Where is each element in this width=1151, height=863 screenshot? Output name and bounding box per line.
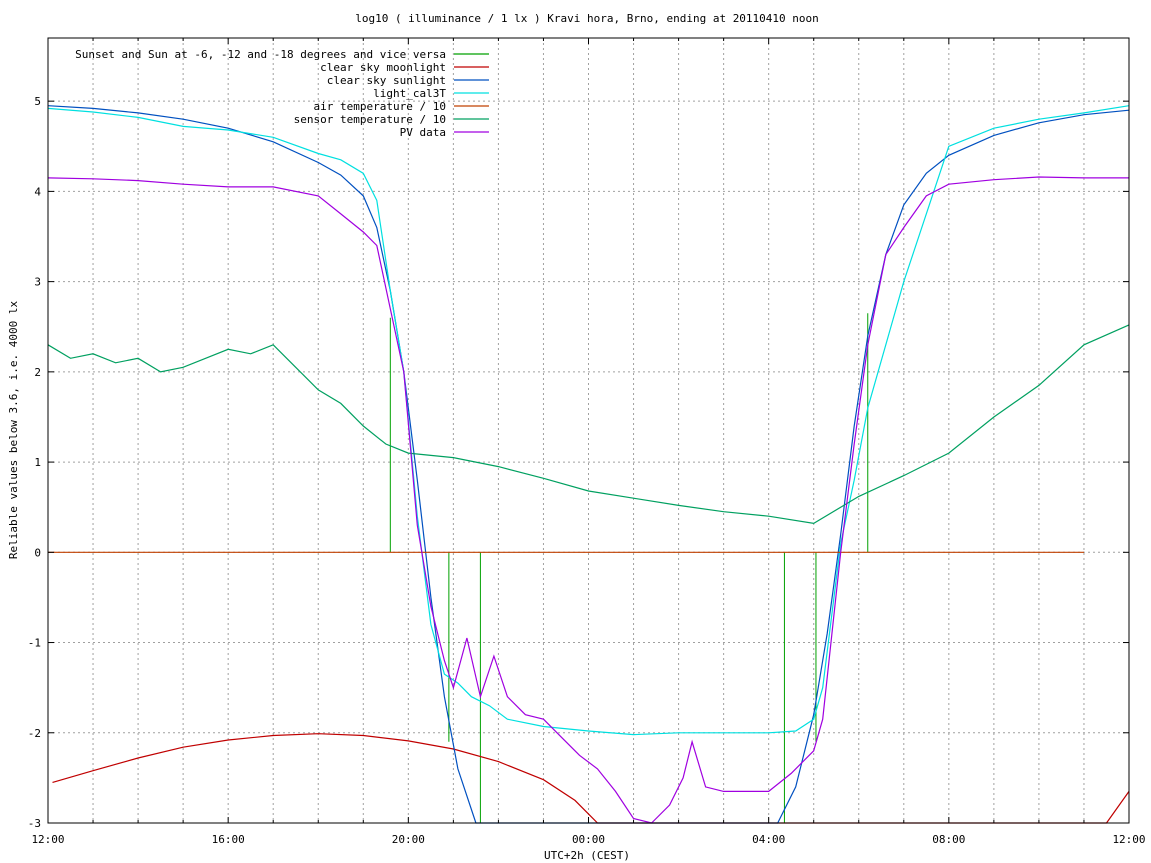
series-line-2 bbox=[47, 105, 1130, 824]
x-tick-label: 00:00 bbox=[572, 833, 605, 846]
tick-layer: 12:00 16:00 20:00 00:00 04:00 08:00 12:00 5 4 3 2 1… bbox=[28, 38, 1146, 846]
legend: Sunset and Sun at -6, -12 and -18 degree… bbox=[75, 48, 489, 139]
legend-label: air temperature / 10 bbox=[314, 100, 446, 113]
y-tick-label: 5 bbox=[34, 95, 41, 108]
y-tick-label: 1 bbox=[34, 456, 41, 469]
series-layer bbox=[47, 105, 1130, 824]
legend-label: PV data bbox=[400, 126, 446, 139]
legend-label: sensor temperature / 10 bbox=[294, 113, 446, 126]
x-axis-label: UTC+2h (CEST) bbox=[544, 849, 630, 862]
y-axis-label: Reliable values below 3.6, i.e. 4000 lx bbox=[7, 300, 20, 559]
x-tick-label: 12:00 bbox=[1112, 833, 1145, 846]
legend-label: clear sky sunlight bbox=[327, 74, 446, 87]
y-tick-label: 4 bbox=[34, 185, 41, 198]
y-tick-label: 0 bbox=[34, 546, 41, 559]
x-tick-label: 20:00 bbox=[392, 833, 425, 846]
y-tick-label: -2 bbox=[28, 727, 41, 740]
series-line-1 bbox=[52, 733, 1130, 824]
y-tick-label: -3 bbox=[28, 817, 41, 830]
chart-title: log10 ( illuminance / 1 lx ) Kravi hora,… bbox=[355, 12, 819, 25]
x-tick-label: 04:00 bbox=[752, 833, 785, 846]
series-line-6 bbox=[47, 176, 1129, 824]
series-line-5 bbox=[47, 324, 1130, 525]
series-line-3 bbox=[47, 105, 1130, 736]
legend-label: light_cal3T bbox=[373, 87, 446, 100]
legend-label: Sunset and Sun at -6, -12 and -18 degree… bbox=[75, 48, 446, 61]
plot-frame bbox=[47, 37, 1130, 824]
y-tick-label: -1 bbox=[28, 637, 41, 650]
y-tick-label: 2 bbox=[34, 366, 41, 379]
legend-label: clear sky moonlight bbox=[320, 61, 446, 74]
x-tick-label: 16:00 bbox=[212, 833, 245, 846]
grid-layer bbox=[48, 38, 1129, 823]
y-tick-label: 3 bbox=[34, 276, 41, 289]
x-tick-label: 12:00 bbox=[31, 833, 64, 846]
x-tick-label: 08:00 bbox=[932, 833, 965, 846]
